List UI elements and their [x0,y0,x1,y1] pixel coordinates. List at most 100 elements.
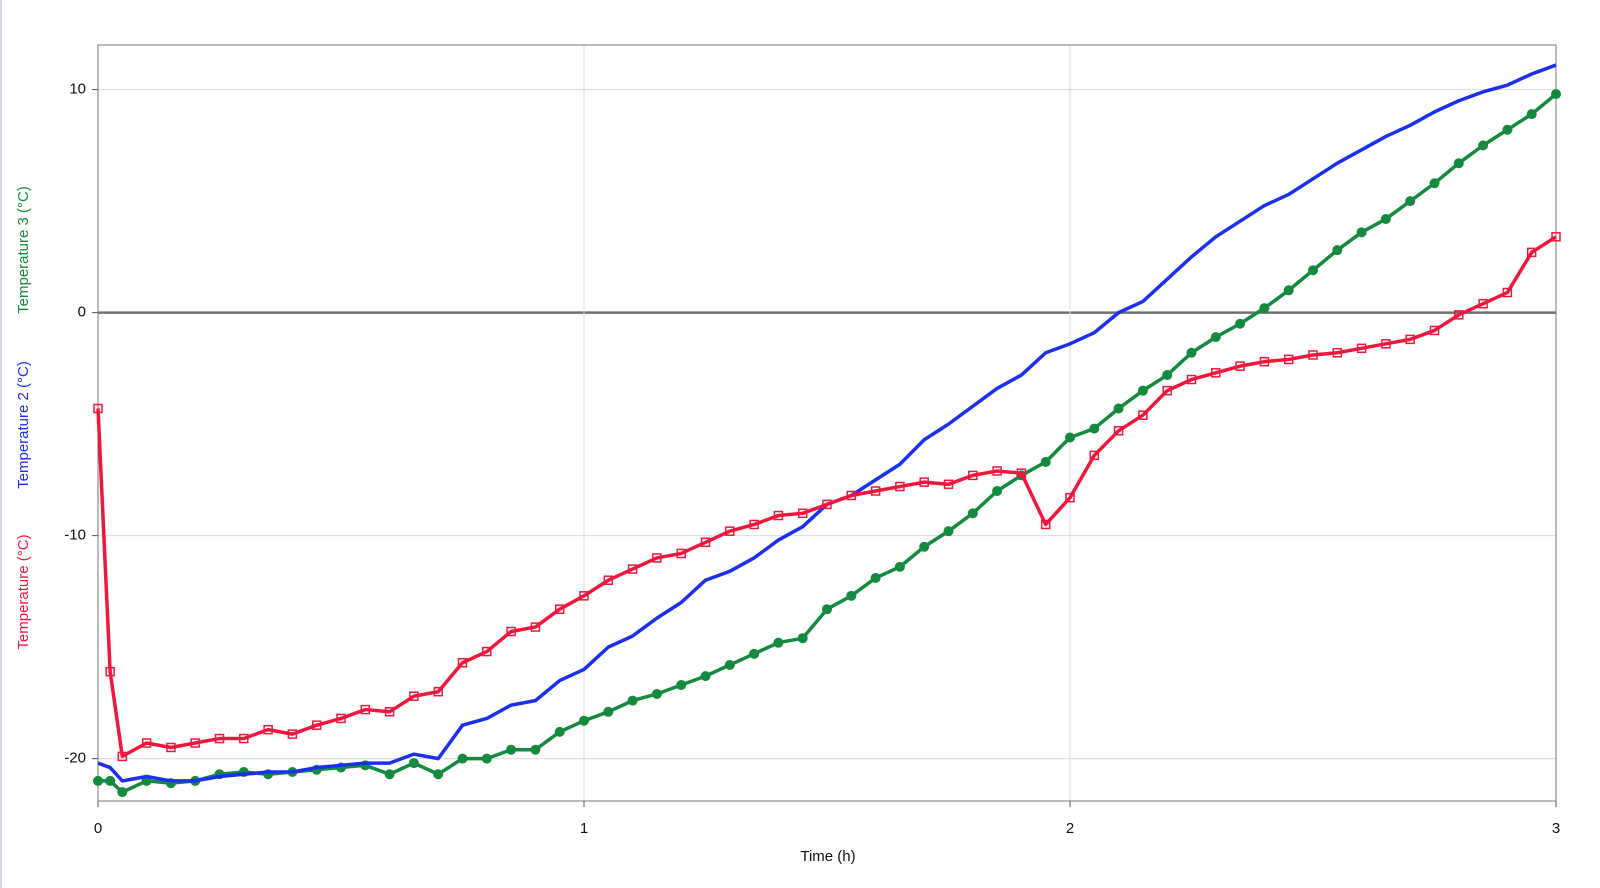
data-point [409,691,419,701]
data-point [433,769,444,780]
x-tick-label: 1 [580,820,588,837]
data-point [1016,468,1027,478]
data-point [360,704,371,715]
data-point [530,622,541,632]
series-line [96,235,1557,759]
data-point [968,470,978,481]
data-point [943,479,954,490]
data-point [822,499,832,510]
data-point [554,604,565,614]
data-point [1138,410,1148,420]
data-point [117,751,128,762]
data-point [1526,109,1537,120]
data-point [263,724,273,735]
data-point [1308,265,1318,276]
data-point [287,729,298,739]
data-point [93,403,103,414]
data-point [700,537,711,548]
data-point [1186,347,1197,358]
data-point [895,481,905,492]
data-point [1356,343,1367,354]
data-point [336,713,346,724]
data-point [1211,368,1221,378]
data-point [554,726,565,737]
data-point [1405,196,1416,207]
data-point [1381,339,1391,349]
data-point [1478,298,1488,309]
data-point [1356,227,1367,238]
data-point [1210,332,1221,343]
data-point [749,519,759,530]
data-point [603,706,614,717]
series-group [93,89,1561,798]
data-point [967,508,978,519]
y-tick-label: 10 [69,81,86,98]
data-point [652,553,662,563]
x-tick-label: 2 [1066,820,1074,837]
x-tick-label: 0 [94,820,102,837]
data-point [1235,361,1245,371]
data-point [1429,178,1440,189]
data-point [1259,356,1270,367]
data-point [676,680,687,691]
plot-frame [97,44,1557,802]
data-point [651,688,662,699]
data-point [1113,403,1124,414]
data-point [433,686,443,697]
data-point [1502,124,1513,135]
data-point [481,753,492,764]
data-point [1502,287,1513,298]
data-point [93,775,103,786]
data-point [506,744,517,755]
data-point [822,604,832,615]
series-line [98,92,1558,794]
data-point [797,633,808,644]
data-point [1162,370,1173,381]
data-point [105,666,115,677]
series-group [97,63,1557,783]
series-group [93,232,1561,762]
data-point [1429,325,1440,336]
data-point [846,490,857,501]
data-point [408,758,419,769]
data-point [1308,350,1318,360]
data-point [627,564,638,574]
data-point [627,695,638,706]
data-point [1380,213,1391,224]
data-point [870,486,881,496]
data-point [1478,140,1489,151]
data-point [773,510,784,521]
y-axis-title: Temperature (°C) [15,534,32,649]
data-point [724,659,735,670]
data-point [1137,385,1148,396]
data-point [870,572,881,583]
data-point [725,526,735,536]
data-point [506,626,516,637]
data-point [749,648,760,659]
data-point [384,769,395,780]
data-point [846,590,857,601]
data-point [579,591,589,601]
y-axis-title: Temperature 3 (°C) [15,186,32,314]
data-point [1283,285,1294,296]
data-point [1040,457,1051,468]
data-point [1186,374,1197,385]
data-point [1113,426,1124,436]
data-point [1259,303,1270,314]
data-point [384,707,395,717]
x-tick-label: 3 [1552,820,1560,837]
data-point [530,744,541,755]
data-point [1065,432,1075,443]
data-point [1065,492,1075,503]
data-point [1162,385,1172,396]
series-line [97,63,1557,783]
x-axis-title: Time (h) [800,848,855,865]
data-point [943,526,954,537]
data-point [1453,158,1464,169]
data-point [919,541,930,552]
data-point [797,508,808,519]
data-point [239,733,249,744]
data-point [919,477,929,487]
